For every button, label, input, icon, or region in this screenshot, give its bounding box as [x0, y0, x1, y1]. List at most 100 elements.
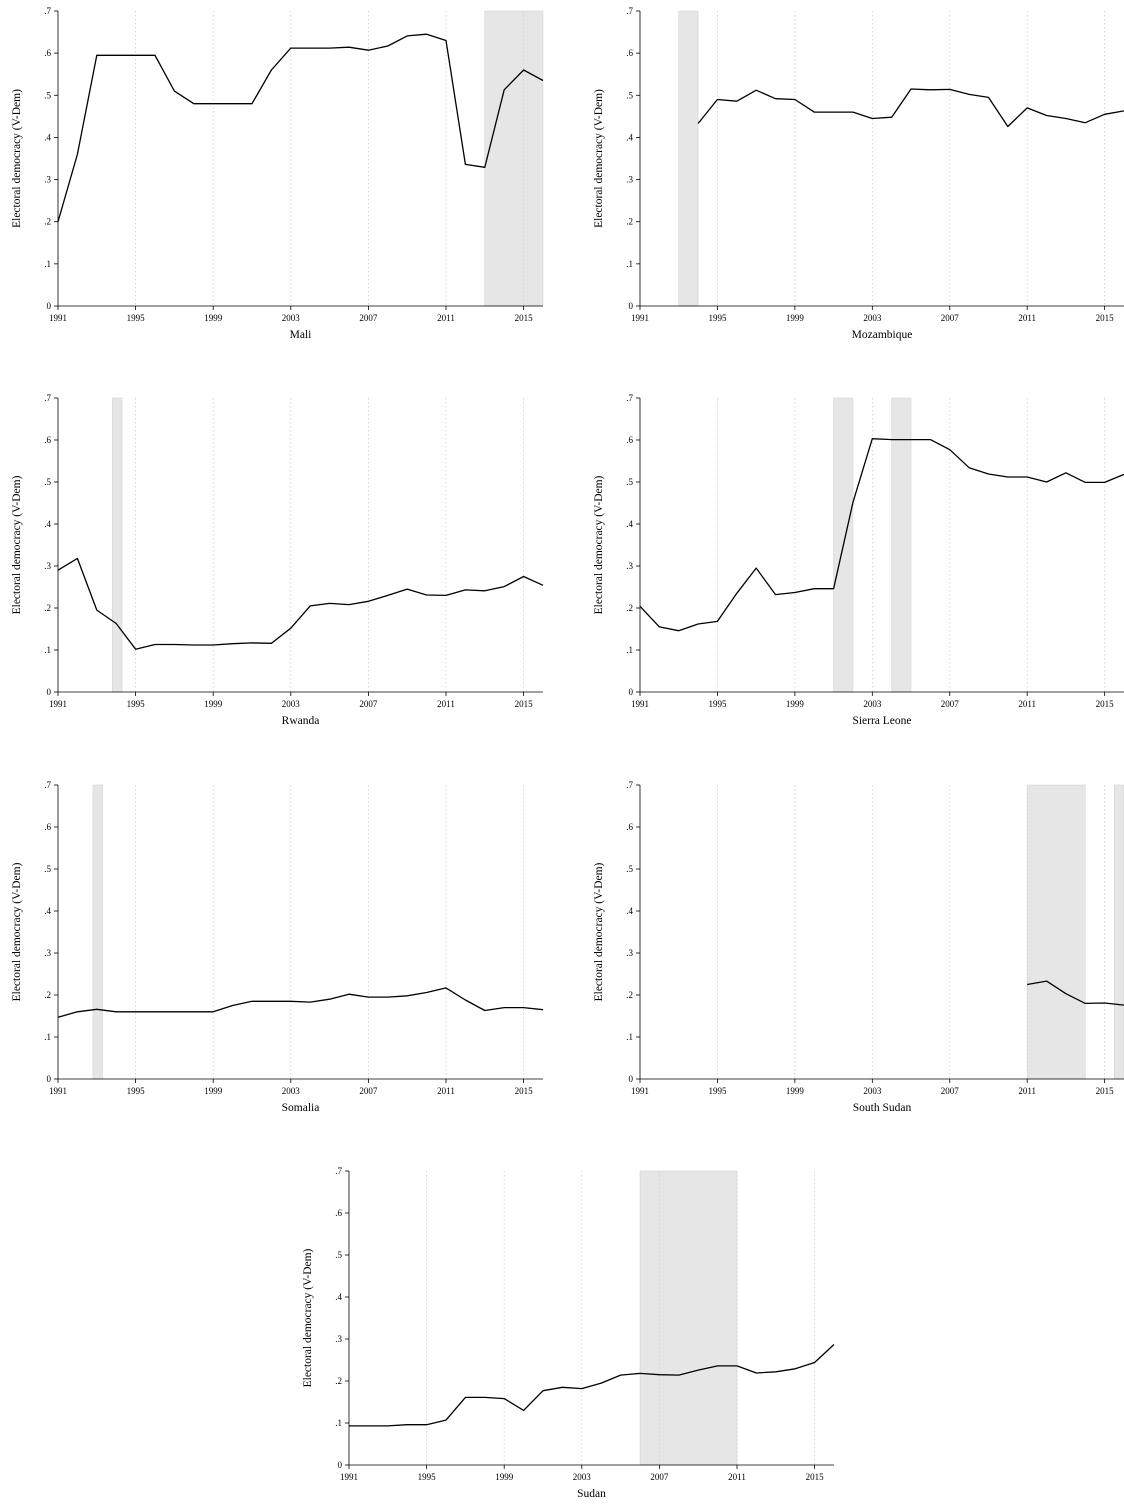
- y-tick-label: 0: [629, 687, 634, 697]
- shaded-period-0: [639, 1170, 738, 1466]
- y-tick-label: .2: [626, 990, 633, 1000]
- y-axis-title: Electoral democracy (V-Dem): [11, 475, 23, 614]
- x-tick-label: 2011: [728, 1472, 746, 1482]
- x-tick-label: 2003: [863, 313, 882, 323]
- x-tick-label: 1991: [49, 313, 67, 323]
- y-tick-label: .5: [44, 864, 51, 874]
- x-tick-label: 1995: [708, 699, 727, 709]
- y-tick-label: .3: [626, 175, 633, 185]
- y-tick-label: .5: [335, 1250, 342, 1260]
- x-tick-label: 1991: [49, 1086, 67, 1096]
- shaded-period-0: [112, 397, 123, 693]
- panel-south-sudan: 0 .1 .2 .3 .4 .5 .6 .7 1991 1995 1999 2003 2007 2011 2…: [593, 780, 1124, 1114]
- x-tick-label: 1995: [127, 313, 146, 323]
- x-tick-label: 2015: [1096, 699, 1115, 709]
- y-tick-label: .5: [626, 90, 633, 100]
- x-tick-label: 1995: [418, 1472, 437, 1482]
- x-tick-label: 2011: [437, 1086, 455, 1096]
- y-tick-label: .7: [44, 780, 51, 790]
- y-tick-label: .1: [626, 1032, 633, 1042]
- x-tick-label: 1999: [786, 313, 805, 323]
- panel-mali: 0 .1 .2 .3 .4 .5 .6 .7 1991 1995 1999 2003 2007 2011 2…: [11, 6, 544, 341]
- x-tick-label: 2011: [1018, 699, 1036, 709]
- y-tick-label: .3: [626, 561, 633, 571]
- y-tick-label: 0: [629, 301, 634, 311]
- x-tick-label: 2003: [863, 1086, 882, 1096]
- y-axis-title: Electoral democracy (V-Dem): [11, 862, 23, 1001]
- x-tick-label: 1999: [786, 1086, 805, 1096]
- series-line-sierra-leone: [639, 438, 1124, 632]
- y-tick-label: .7: [335, 1166, 342, 1176]
- y-tick-label: .6: [44, 48, 51, 58]
- x-tick-label: 2007: [359, 699, 378, 709]
- x-tick-label: 1991: [340, 1472, 358, 1482]
- y-tick-label: .1: [44, 259, 51, 269]
- y-tick-label: .4: [44, 906, 51, 916]
- x-axis-title: Somalia: [282, 1102, 320, 1114]
- x-tick-label: 2015: [515, 1086, 534, 1096]
- y-tick-label: .2: [44, 217, 51, 227]
- x-tick-label: 2003: [282, 313, 301, 323]
- panel-sudan: 0 .1 .2 .3 .4 .5 .6 .7 1991 1995 1999 2003 2007 2011 2…: [302, 1166, 835, 1500]
- x-axis-title: Sudan: [577, 1488, 606, 1500]
- panel-rwanda: 0 .1 .2 .3 .4 .5 .6 .7 1991 1995 1999 2003 2007 2011 2…: [11, 393, 544, 727]
- y-tick-label: .5: [44, 90, 51, 100]
- y-axis-title: Electoral democracy (V-Dem): [11, 89, 23, 228]
- y-axis-title: Electoral democracy (V-Dem): [593, 475, 605, 614]
- x-tick-label: 1991: [631, 699, 649, 709]
- y-tick-label: 0: [47, 301, 52, 311]
- x-tick-label: 1999: [495, 1472, 514, 1482]
- y-tick-label: .6: [44, 435, 51, 445]
- y-tick-label: 0: [47, 1074, 52, 1084]
- y-tick-label: 0: [629, 1074, 634, 1084]
- x-tick-label: 2003: [282, 699, 301, 709]
- y-tick-label: .3: [335, 1334, 342, 1344]
- x-axis-title: Rwanda: [282, 715, 320, 727]
- y-tick-label: .1: [626, 645, 633, 655]
- x-tick-label: 2007: [359, 313, 378, 323]
- x-tick-label: 1999: [204, 699, 223, 709]
- y-tick-label: .3: [44, 948, 51, 958]
- y-tick-label: .4: [626, 906, 633, 916]
- series-line-south-sudan: [1027, 980, 1124, 1006]
- y-tick-label: .3: [44, 175, 51, 185]
- y-tick-label: .4: [626, 519, 633, 529]
- x-tick-label: 1999: [204, 313, 223, 323]
- shaded-period-0: [678, 10, 699, 307]
- x-axis-title: Mozambique: [852, 329, 913, 341]
- y-axis-title: Electoral democracy (V-Dem): [593, 89, 605, 228]
- y-tick-label: .4: [626, 132, 633, 142]
- x-tick-label: 2007: [941, 1086, 960, 1096]
- panel-somalia: 0 .1 .2 .3 .4 .5 .6 .7 1991 1995 1999 2003 2007 2011 2…: [11, 780, 544, 1114]
- y-tick-label: .3: [626, 948, 633, 958]
- x-axis-title: Sierra Leone: [852, 715, 911, 727]
- y-tick-label: .1: [626, 259, 633, 269]
- y-tick-label: .7: [44, 393, 51, 403]
- y-tick-label: 0: [47, 687, 52, 697]
- y-tick-label: .2: [335, 1376, 342, 1386]
- y-tick-label: .7: [626, 393, 633, 403]
- panel-sierra-leone: 0 .1 .2 .3 .4 .5 .6 .7 1991 1995 1999 2003 2007 2011 2…: [593, 393, 1124, 727]
- y-tick-label: .6: [626, 435, 633, 445]
- x-tick-label: 2015: [1096, 1086, 1115, 1096]
- x-tick-label: 2007: [359, 1086, 378, 1096]
- x-tick-label: 2011: [437, 313, 455, 323]
- y-axis-title: Electoral democracy (V-Dem): [593, 862, 605, 1001]
- x-tick-label: 1995: [708, 313, 727, 323]
- y-tick-label: .3: [44, 561, 51, 571]
- y-tick-label: .5: [626, 864, 633, 874]
- y-tick-label: .6: [626, 822, 633, 832]
- panel-mozambique: 0 .1 .2 .3 .4 .5 .6 .7 1991 1995 1999 2003 2007 2011 2…: [593, 6, 1124, 341]
- x-tick-label: 2011: [1018, 1086, 1036, 1096]
- series-line-mozambique: [697, 88, 1124, 128]
- y-tick-label: 0: [338, 1460, 343, 1470]
- x-tick-label: 2003: [282, 1086, 301, 1096]
- x-tick-label: 2003: [863, 699, 882, 709]
- y-tick-label: .1: [44, 645, 51, 655]
- y-tick-label: .4: [44, 519, 51, 529]
- y-tick-label: .2: [44, 603, 51, 613]
- x-tick-label: 1991: [631, 1086, 649, 1096]
- shaded-period-1: [891, 397, 912, 693]
- x-tick-label: 1995: [127, 699, 146, 709]
